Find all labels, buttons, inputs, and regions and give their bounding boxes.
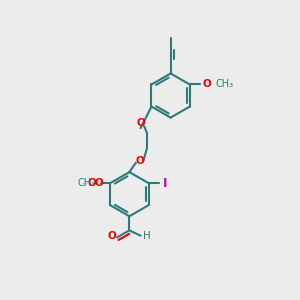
Text: H: H: [142, 231, 150, 241]
Text: O: O: [136, 118, 145, 128]
Text: O: O: [108, 231, 116, 241]
Text: O: O: [136, 156, 144, 166]
Text: CH₃: CH₃: [77, 178, 95, 188]
Text: O: O: [95, 178, 104, 188]
Text: O: O: [88, 178, 96, 188]
Text: O: O: [203, 80, 212, 89]
Text: methoxy: methoxy: [82, 182, 89, 184]
Text: I: I: [163, 177, 167, 190]
Text: CH₃: CH₃: [215, 80, 233, 89]
